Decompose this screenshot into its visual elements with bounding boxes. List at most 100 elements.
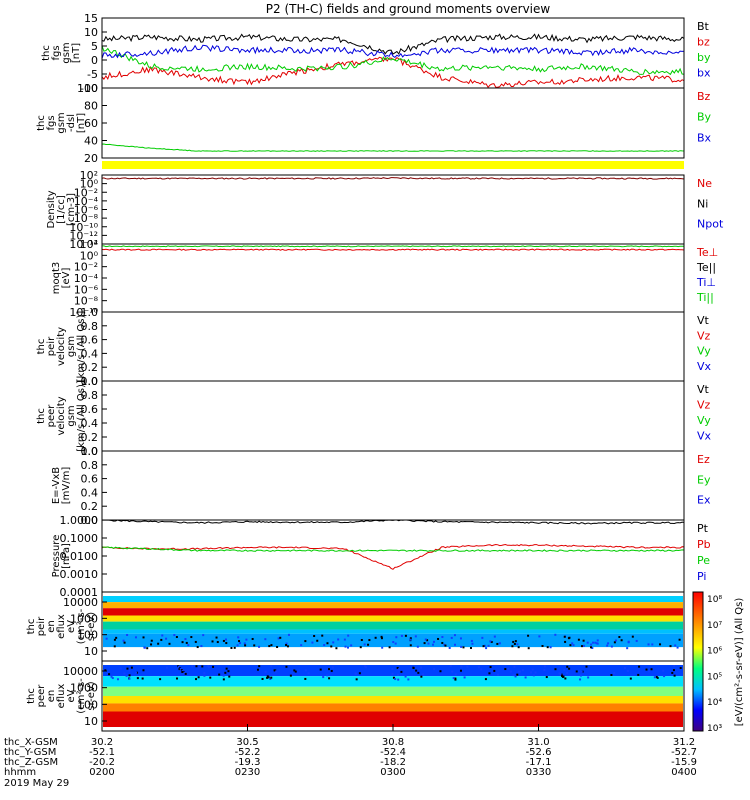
spectrogram-speckle <box>514 640 517 643</box>
spectrogram-band <box>103 629 683 634</box>
colorbar-label: 10⁴ <box>707 698 722 708</box>
ytick-label: 10⁻⁶ <box>74 283 99 296</box>
spectrogram-speckle <box>326 642 329 645</box>
ylabel-vi: thc peir velocity gsm [km/s (All Qs)] <box>36 311 87 383</box>
spectrogram-speckle <box>161 634 164 637</box>
legend-ti: Ti⊥ <box>696 276 716 289</box>
spectrogram-speckle <box>545 676 548 679</box>
spectrogram-speckle <box>580 670 583 673</box>
ylabel-line: [km/s (All Qs)] <box>76 311 87 383</box>
spectrogram-speckle <box>653 676 656 679</box>
ylabel-efield: E=-VxB [mV/m] <box>51 467 72 505</box>
spectrogram-speckle <box>404 675 407 678</box>
spectrogram-speckle <box>527 634 530 637</box>
ylabel-line: eflux <box>56 684 67 709</box>
ylabel-line: sr-eV) <box>86 681 97 710</box>
ytick-label: 0.2 <box>81 500 99 513</box>
series-By-dsl <box>101 143 685 152</box>
spectrogram-speckle <box>498 642 501 645</box>
ylabel-line: en <box>46 690 57 703</box>
ytick-label: 0.6 <box>81 334 99 347</box>
spectrogram-speckle <box>420 666 423 669</box>
spectrogram-speckle <box>466 665 469 668</box>
spectrogram-speckle <box>160 638 163 641</box>
spectrogram-speckle <box>614 639 617 642</box>
spectrogram-speckle <box>543 665 546 668</box>
spectrogram-speckle <box>585 665 588 668</box>
spectrogram-speckle <box>469 647 472 650</box>
spectrogram-speckle <box>517 646 520 649</box>
spectrogram-speckle <box>417 671 420 674</box>
ytick-label: 0.8 <box>81 459 99 472</box>
xaxis-value: 30.8 <box>382 737 404 748</box>
colorbar-label: 10³ <box>707 724 722 734</box>
spectrogram-speckle <box>279 636 282 639</box>
ylabel-density: Density [1/cc] [cm-3] <box>46 190 77 228</box>
spectrogram-speckle <box>591 646 594 649</box>
spectrogram-speckle <box>108 673 111 676</box>
spectrogram-speckle <box>391 668 394 671</box>
spectrogram-speckle <box>531 668 534 671</box>
spectrogram-speckle <box>453 643 456 646</box>
spectrogram-speckle <box>546 646 549 649</box>
legend-bx: bx <box>697 67 711 80</box>
spectrogram-speckle <box>289 674 292 677</box>
ylabel-line: fgs <box>51 45 62 60</box>
spectrogram-speckle <box>637 673 640 676</box>
ylabel-line: moqt3 <box>51 262 62 295</box>
ytick-label: 1.0 <box>81 306 99 319</box>
spectrogram-speckle <box>678 638 681 641</box>
ytick-label: 5 <box>91 40 98 53</box>
spectrogram-speckle <box>645 668 648 671</box>
ytick-label: 0.2 <box>81 431 99 444</box>
spectrogram-speckle <box>243 642 246 645</box>
ytick-label: 0.4 <box>81 417 99 430</box>
series-Bt <box>101 33 685 55</box>
spectrogram-speckle <box>441 635 444 638</box>
spectrogram-speckle <box>203 672 206 675</box>
spectrogram-speckle <box>674 644 677 647</box>
spectrogram-speckle <box>432 643 435 646</box>
spectrogram-speckle <box>374 636 377 639</box>
ylabel-line: thc <box>26 619 37 635</box>
spectrogram-speckle <box>227 670 230 673</box>
spectrogram-speckle <box>190 636 193 639</box>
date-label: 2019 May 29 <box>4 778 69 789</box>
spectrogram-speckle <box>432 640 435 643</box>
ylabel-line: velocity <box>56 327 67 366</box>
spectrogram-speckle <box>225 667 228 670</box>
spectrogram-speckle <box>285 665 288 668</box>
spectrogram-speckle <box>142 669 145 672</box>
spectrogram-speckle <box>651 643 654 646</box>
spectrogram-speckle <box>142 636 145 639</box>
spectrogram-speckle <box>233 646 236 649</box>
spectrogram-speckle <box>195 678 198 681</box>
ytick-label: 10⁰ <box>80 249 99 262</box>
spectrogram-speckle <box>251 637 254 640</box>
spectrogram-speckle <box>218 673 221 676</box>
spectrogram-speckle <box>300 644 303 647</box>
spectrogram-speckle <box>443 643 446 646</box>
spectrogram-band <box>103 686 683 696</box>
ytick-label: -10 <box>80 82 98 95</box>
panel-frame-fgs_dsl <box>101 87 685 159</box>
ylabel-line: thc <box>36 115 47 131</box>
spectrogram-speckle <box>618 635 621 638</box>
xaxis-value: -52.1 <box>89 747 115 758</box>
xaxis-value: 0400 <box>671 767 696 778</box>
spectrogram-speckle <box>610 673 613 676</box>
legend-bt: Bt <box>697 20 710 33</box>
spectrogram-speckle <box>207 665 210 668</box>
spectrogram-speckle <box>513 665 516 668</box>
spectrogram-speckle <box>463 676 466 679</box>
spectrogram-speckle <box>454 678 457 681</box>
ytick-label: 100 <box>77 629 98 642</box>
spectrogram-speckle <box>337 638 340 641</box>
spectrogram-speckle <box>566 671 569 674</box>
spectrogram-speckle <box>346 646 349 649</box>
spectrogram-speckle <box>626 669 629 672</box>
spectrogram-speckle <box>627 641 630 644</box>
spectrogram-speckle <box>412 667 415 670</box>
legend-vx: Vx <box>697 430 712 443</box>
legend-pt: Pt <box>697 522 709 535</box>
